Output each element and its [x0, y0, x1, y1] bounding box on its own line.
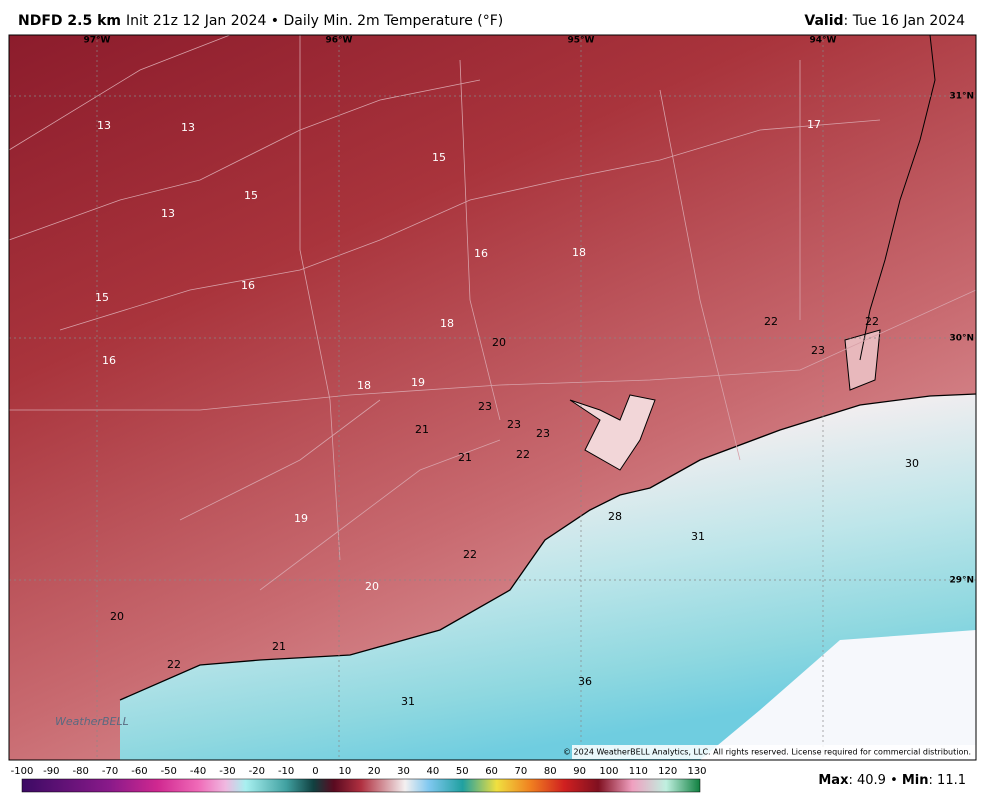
colorbar-tick-label: 20 — [368, 766, 381, 777]
longitude-label: 96°W — [326, 36, 353, 46]
colorbar-tick-label: -70 — [102, 766, 118, 777]
graticule — [9, 35, 976, 760]
copyright-bg — [572, 745, 976, 759]
coastline — [119, 393, 977, 701]
temperature-label: 18 — [357, 379, 371, 392]
temperature-label: 23 — [536, 427, 550, 440]
colorbar-tick-label: 30 — [397, 766, 410, 777]
temperature-label: 18 — [572, 246, 586, 259]
ocean — [120, 394, 976, 760]
colorbar-ticks: -100 -90 -80 -70 -60 -50 -40 -30 -20 -10 0 10 20 30 40… — [11, 766, 707, 777]
colorbar-tick-label: 40 — [427, 766, 440, 777]
colorbar-tick-label: 110 — [629, 766, 648, 777]
logo: WeatherBELL — [55, 715, 129, 728]
temperature-label: 16 — [474, 247, 488, 260]
description: Init 21z 12 Jan 2024 • Daily Min. 2m Tem… — [126, 13, 503, 29]
colorbar-tick-label: 10 — [338, 766, 351, 777]
temperature-label: 23 — [811, 344, 825, 357]
map-frame — [8, 34, 977, 761]
colorbar-tick-label: 60 — [485, 766, 498, 777]
longitude-label: 95°W — [568, 36, 595, 46]
temperature-label: 15 — [95, 291, 109, 304]
bay — [569, 394, 656, 471]
temperature-label: 22 — [463, 548, 477, 561]
colorbar-tick-label: 100 — [599, 766, 618, 777]
temperature-label: 22 — [764, 315, 778, 328]
colorbar-tick-label: -60 — [131, 766, 147, 777]
temperature-label: 30 — [905, 457, 919, 470]
colorbar-tick-label: 70 — [515, 766, 528, 777]
temperature-label: 17 — [807, 118, 821, 131]
colorbar-tick-label: -40 — [190, 766, 206, 777]
model-name: NDFD 2.5 km — [18, 13, 121, 29]
colorbar-tick-label: 50 — [456, 766, 469, 777]
temperature-label: 15 — [432, 151, 446, 164]
colorbar-tick-label: 0 — [312, 766, 318, 777]
temperature-label: 18 — [440, 317, 454, 330]
temperature-label: 22 — [516, 448, 530, 461]
temperature-label: 31 — [691, 530, 705, 543]
colorbar-tick-label: -90 — [43, 766, 59, 777]
temperature-label: 13 — [161, 207, 175, 220]
map: 97°W 96°W 95°W 94°W 31°N 30°N 29°N 13 13 15 13 15 17… — [8, 34, 977, 761]
temperature-label: 19 — [294, 512, 308, 525]
colorbar-tick-label: -50 — [161, 766, 177, 777]
colorbar-tick-label: -20 — [249, 766, 265, 777]
state-border — [859, 34, 936, 361]
stats: Max: 40.9 • Min: 11.1 — [818, 773, 966, 788]
latitude-label: 30°N — [949, 334, 974, 344]
county-lines — [8, 34, 977, 591]
temperature-label: 21 — [458, 451, 472, 464]
colorbar-tick-label: 90 — [573, 766, 586, 777]
colorbar-tick-label: 120 — [658, 766, 677, 777]
longitude-label: 94°W — [810, 36, 837, 46]
colorbar-tick-label: -30 — [219, 766, 235, 777]
temperature-label: 15 — [244, 189, 258, 202]
colorbar-tick-label: -10 — [278, 766, 294, 777]
temperature-label: 19 — [411, 376, 425, 389]
value-labels: 97°W 96°W 95°W 94°W 31°N 30°N 29°N 13 13 15 13 15 17… — [84, 36, 974, 709]
colorbar-tick-label: 130 — [687, 766, 706, 777]
no-data-area — [700, 630, 976, 760]
temperature-label: 31 — [401, 695, 415, 708]
temperature-label: 21 — [415, 423, 429, 436]
temperature-label: 13 — [97, 119, 111, 132]
temperature-label: 23 — [507, 418, 521, 431]
copyright: © 2024 WeatherBELL Analytics, LLC. All r… — [563, 748, 971, 757]
temperature-label: 13 — [181, 121, 195, 134]
temperature-label: 23 — [478, 400, 492, 413]
temperature-label: 16 — [102, 354, 116, 367]
valid-date: Valid: Tue 16 Jan 2024 — [804, 13, 965, 29]
temperature-label: 16 — [241, 279, 255, 292]
temperature-label: 21 — [272, 640, 286, 653]
colorbar — [21, 778, 701, 793]
colorbar-tick-label: -100 — [11, 766, 34, 777]
temperature-label: 36 — [578, 675, 592, 688]
temperature-label: 20 — [365, 580, 379, 593]
temperature-label: 20 — [110, 610, 124, 623]
colorbar-tick-label: -80 — [73, 766, 89, 777]
colorbar-tick-label: 80 — [544, 766, 557, 777]
latitude-label: 31°N — [949, 92, 974, 102]
temperature-label: 28 — [608, 510, 622, 523]
lake — [844, 329, 881, 391]
temperature-label: 22 — [865, 315, 879, 328]
temperature-label: 20 — [492, 336, 506, 349]
longitude-label: 97°W — [84, 36, 111, 46]
temperature-label: 22 — [167, 658, 181, 671]
latitude-label: 29°N — [949, 576, 974, 586]
